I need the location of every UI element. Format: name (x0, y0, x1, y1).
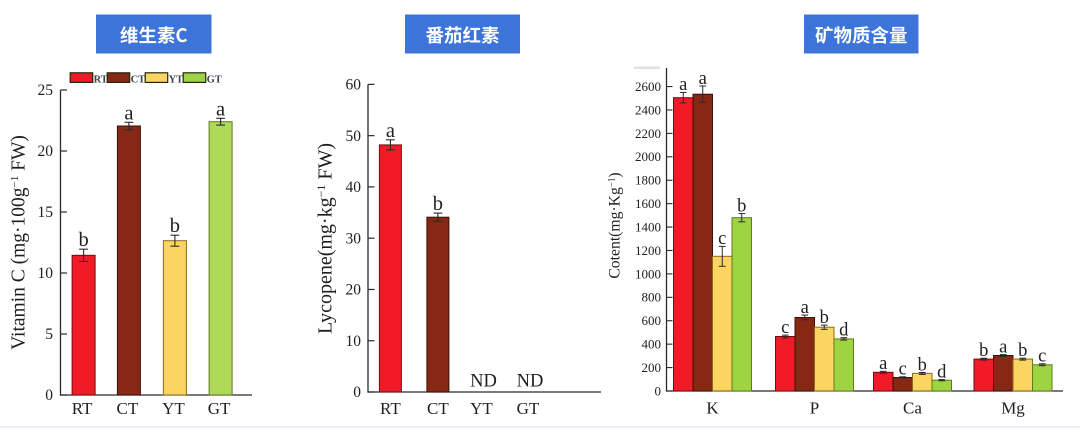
svg-text:a: a (124, 102, 133, 124)
svg-text:a: a (801, 298, 809, 318)
svg-text:0: 0 (353, 384, 361, 401)
svg-text:c: c (781, 318, 789, 338)
svg-text:400: 400 (642, 337, 662, 352)
svg-text:60: 60 (346, 77, 362, 94)
svg-text:a: a (386, 120, 395, 142)
svg-text:50: 50 (346, 128, 362, 145)
svg-text:RT: RT (380, 399, 401, 418)
svg-text:b: b (170, 215, 180, 237)
svg-text:c: c (718, 229, 726, 249)
svg-text:2400: 2400 (635, 102, 661, 117)
svg-text:30: 30 (346, 230, 362, 247)
svg-text:a: a (679, 75, 687, 95)
svg-text:5: 5 (45, 326, 53, 343)
svg-text:GT: GT (208, 399, 231, 418)
svg-text:a: a (879, 354, 887, 374)
svg-text:b: b (433, 193, 443, 215)
svg-text:ND: ND (470, 372, 497, 392)
svg-text:c: c (899, 360, 907, 380)
svg-text:0: 0 (45, 387, 53, 404)
svg-text:2600: 2600 (635, 79, 661, 94)
svg-text:Vitamin C (mg·100g−1 FW): Vitamin C (mg·100g−1 FW) (9, 135, 30, 350)
svg-text:CT: CT (427, 399, 449, 418)
svg-text:0: 0 (655, 383, 662, 398)
svg-text:800: 800 (642, 290, 662, 305)
svg-text:YT: YT (162, 399, 185, 418)
svg-text:10: 10 (346, 333, 362, 350)
svg-text:P: P (810, 399, 819, 418)
svg-text:b: b (1018, 341, 1027, 361)
svg-text:d: d (937, 362, 947, 382)
svg-text:b: b (820, 308, 829, 328)
svg-text:GT: GT (517, 399, 540, 418)
svg-text:YT: YT (169, 74, 184, 85)
svg-text:Cotent(mg·Kg−1): Cotent(mg·Kg−1) (606, 172, 623, 278)
svg-text:b: b (737, 196, 746, 216)
svg-text:1400: 1400 (635, 219, 661, 234)
svg-text:CT: CT (131, 74, 146, 85)
svg-text:600: 600 (642, 313, 662, 328)
svg-text:1200: 1200 (635, 243, 661, 258)
svg-text:a: a (699, 69, 707, 89)
svg-text:2000: 2000 (635, 149, 661, 164)
svg-text:20: 20 (346, 282, 362, 299)
svg-text:10: 10 (38, 265, 54, 282)
svg-text:c: c (1038, 347, 1046, 367)
svg-text:40: 40 (346, 179, 362, 196)
svg-text:a: a (999, 337, 1007, 357)
svg-text:Lycopene(mg·kg−1 FW): Lycopene(mg·kg−1 FW) (314, 143, 337, 334)
svg-text:1800: 1800 (635, 173, 661, 188)
svg-text:b: b (918, 355, 927, 375)
svg-text:25: 25 (38, 82, 54, 99)
svg-text:GT: GT (207, 74, 222, 85)
svg-text:K: K (706, 399, 719, 418)
svg-text:2200: 2200 (635, 126, 661, 141)
svg-text:YT: YT (470, 399, 493, 418)
svg-text:a: a (216, 98, 225, 120)
svg-text:15: 15 (38, 204, 54, 221)
svg-text:d: d (839, 321, 849, 341)
svg-text:CT: CT (117, 399, 139, 418)
svg-text:Ca: Ca (903, 399, 922, 418)
svg-text:1000: 1000 (635, 266, 661, 281)
svg-text:b: b (78, 229, 88, 251)
svg-text:RT: RT (94, 74, 108, 85)
svg-text:b: b (979, 341, 988, 361)
svg-text:ND: ND (517, 372, 544, 392)
svg-text:20: 20 (38, 143, 54, 160)
svg-text:200: 200 (642, 360, 662, 375)
svg-text:RT: RT (72, 399, 93, 418)
svg-text:1600: 1600 (635, 196, 661, 211)
svg-text:Mg: Mg (1001, 399, 1025, 418)
